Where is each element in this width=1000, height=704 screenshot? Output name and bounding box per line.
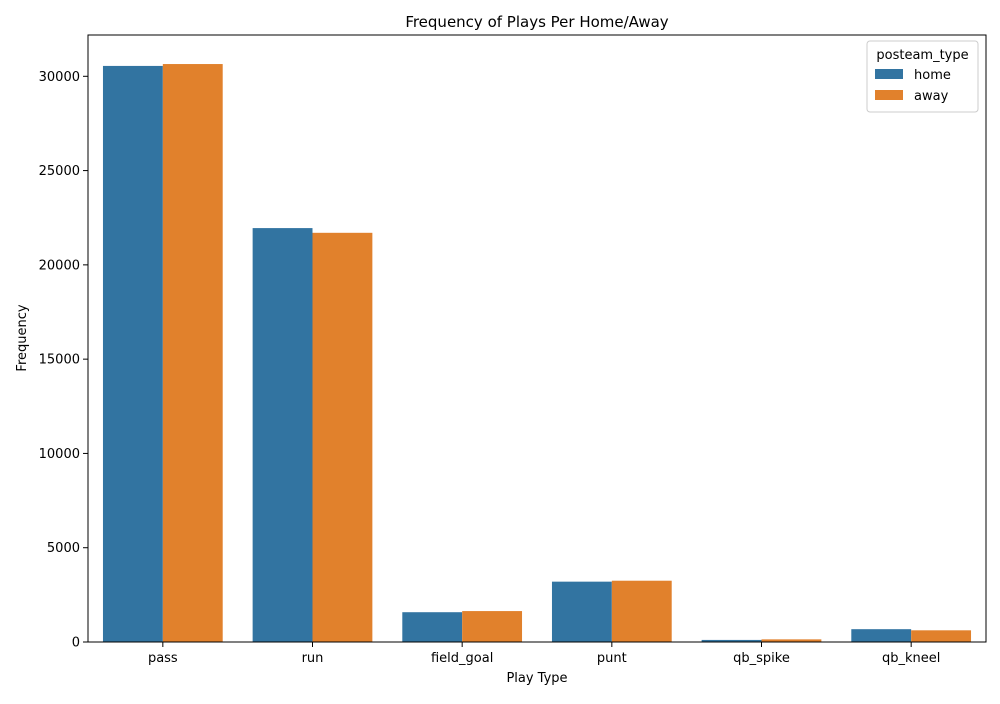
x-tick-label: qb_kneel	[882, 651, 940, 666]
x-tick-label: run	[302, 651, 324, 666]
bars-layer	[102, 64, 972, 643]
bar-home-qb_kneel	[851, 629, 912, 642]
bar-away-field_goal	[462, 611, 523, 642]
axes-layer: 0 5000 10000 15000 20000 25000 30000 pass run fie…	[39, 34, 987, 666]
x-axis-label: Play Type	[506, 671, 567, 686]
y-tick-label: 25000	[39, 164, 80, 179]
plot-frame	[87, 34, 987, 643]
bar-home-pass	[102, 65, 163, 643]
x-tick-label: qb_spike	[733, 651, 790, 666]
x-tick-label: pass	[148, 651, 178, 666]
bar-away-qb_kneel	[911, 630, 972, 642]
x-tick-label: punt	[597, 651, 627, 666]
legend-swatch-away	[875, 90, 903, 100]
bar-away-punt	[611, 580, 672, 642]
y-tick-label: 10000	[39, 447, 80, 462]
y-axis-label: Frequency	[15, 304, 30, 371]
x-tick-label: field_goal	[431, 651, 493, 666]
chart-title: Frequency of Plays Per Home/Away	[405, 13, 668, 31]
bar-home-punt	[551, 581, 612, 642]
bar-home-run	[252, 228, 313, 642]
y-tick-label: 30000	[39, 70, 80, 85]
legend-title: posteam_type	[876, 48, 968, 63]
bar-away-run	[312, 232, 373, 642]
y-tick-label: 5000	[47, 541, 80, 556]
bar-home-qb_spike	[701, 639, 762, 642]
bar-away-pass	[162, 64, 223, 643]
legend-swatch-home	[875, 69, 903, 79]
y-tick-label: 20000	[39, 258, 80, 273]
bar-home-field_goal	[402, 612, 463, 642]
bar-away-qb_spike	[761, 639, 822, 642]
legend-label-home: home	[914, 68, 951, 83]
y-tick-label: 0	[72, 636, 80, 651]
y-tick-label: 15000	[39, 353, 80, 368]
legend-label-away: away	[914, 89, 949, 104]
